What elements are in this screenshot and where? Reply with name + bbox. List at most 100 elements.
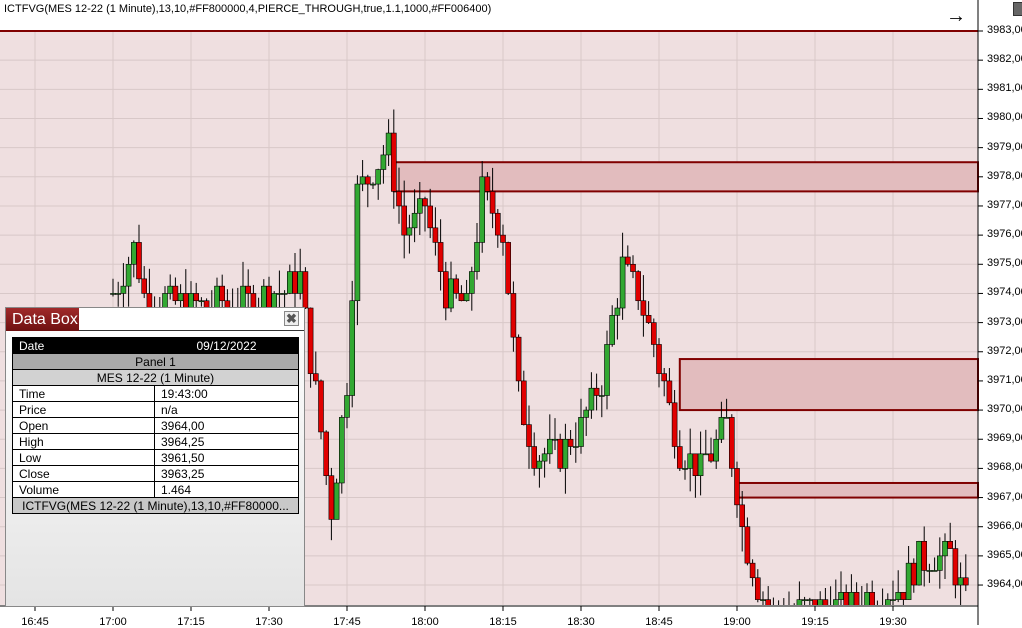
- price-tick-label: 3973,00: [987, 315, 1022, 328]
- candle-body: [697, 453, 704, 476]
- candle-body: [859, 607, 864, 614]
- candle-body: [125, 263, 132, 287]
- candle-body: [926, 570, 933, 572]
- candle-body: [843, 592, 850, 605]
- price-tick-label: 3982,00: [987, 53, 1022, 66]
- candle-body: [942, 540, 948, 557]
- candle-body: [333, 482, 340, 520]
- candle-body: [494, 212, 501, 236]
- row-label: Low: [12, 449, 155, 466]
- candle-body: [749, 562, 756, 579]
- date-value: 09/12/2022: [154, 337, 299, 354]
- data-box-table: Date 09/12/2022 Panel 1 MES 12-22 (1 Minu…: [12, 337, 299, 514]
- data-row: Volume 1.464: [12, 481, 299, 498]
- candle-body: [864, 592, 870, 605]
- candle-body: [552, 438, 558, 441]
- candle-body: [771, 607, 776, 608]
- candle-body: [240, 285, 246, 309]
- candle-body: [895, 592, 902, 600]
- fvg-zone: [392, 161, 979, 193]
- candle-body: [193, 293, 199, 302]
- candle-body: [385, 132, 392, 156]
- candle-body: [468, 271, 475, 294]
- candle-body: [776, 607, 781, 614]
- candle-body: [541, 453, 548, 462]
- candle-body: [635, 271, 642, 302]
- candle-body: [432, 227, 439, 243]
- candle-body: [817, 599, 824, 605]
- candle-body: [931, 570, 938, 572]
- candle-body: [172, 285, 179, 302]
- row-label: Close: [12, 465, 155, 482]
- candle-body: [692, 453, 699, 476]
- row-value: 3964,00: [154, 417, 299, 434]
- candle-body: [723, 417, 730, 419]
- date-row: Date 09/12/2022: [12, 337, 299, 354]
- candle-body: [515, 336, 522, 382]
- series-row: MES 12-22 (1 Minute): [12, 369, 299, 386]
- price-tick-label: 3968,00: [987, 461, 1022, 474]
- candle-body: [921, 540, 928, 571]
- candle-body: [479, 176, 486, 243]
- candle-body: [422, 198, 428, 207]
- price-tick-label: 3969,00: [987, 432, 1022, 445]
- series-label: MES 12-22 (1 Minute): [12, 369, 299, 386]
- data-row: Open 3964,00: [12, 417, 299, 434]
- candle-body: [687, 453, 694, 469]
- candle-body: [702, 453, 709, 456]
- row-value: 3961,50: [154, 449, 299, 466]
- data-box-header[interactable]: Data Box ✖: [6, 308, 304, 331]
- close-icon[interactable]: ✖: [284, 311, 299, 326]
- candle-body: [713, 438, 720, 462]
- candle-body: [115, 293, 121, 295]
- candle-body: [728, 417, 735, 469]
- candle-body: [354, 183, 361, 302]
- candle-body: [905, 562, 912, 600]
- row-value: 19:43:00: [154, 385, 299, 402]
- candle-body: [359, 176, 366, 185]
- candle-body: [442, 271, 449, 309]
- price-tick-label: 3979,00: [987, 140, 1022, 153]
- price-tick-label: 3965,00: [987, 548, 1022, 561]
- candle-body: [853, 592, 860, 605]
- indicator-label: ICTFVG(MES 12-22 (1 Minute),13,10,#FF800…: [12, 497, 299, 514]
- arrow-right-icon[interactable]: →: [946, 5, 966, 27]
- row-label: Price: [12, 401, 155, 418]
- candle-body: [822, 599, 829, 605]
- data-box-tab[interactable]: Data Box: [6, 308, 79, 331]
- candle-body: [536, 460, 543, 469]
- candle-body: [567, 438, 574, 447]
- data-row: Low 3961,50: [12, 449, 299, 466]
- row-label: Time: [12, 385, 155, 402]
- candle-body: [661, 373, 668, 382]
- price-tick-label: 3978,00: [987, 169, 1022, 182]
- time-tick-label: 17:15: [177, 616, 205, 628]
- candle-body: [869, 592, 876, 605]
- candle-body: [411, 212, 418, 229]
- candle-body: [588, 387, 595, 411]
- candle-body: [962, 577, 969, 586]
- panel-label: Panel 1: [12, 353, 299, 370]
- candle-body: [526, 424, 532, 447]
- candle-body: [276, 293, 283, 295]
- candle-body: [619, 256, 626, 309]
- candle-body: [380, 154, 387, 170]
- candle-body: [531, 446, 538, 469]
- panel-corner-button[interactable]: [1013, 2, 1022, 16]
- price-tick-label: 3976,00: [987, 228, 1022, 241]
- candle-body: [936, 555, 943, 571]
- candle-body: [645, 315, 652, 323]
- candle-body: [593, 387, 600, 396]
- data-row: Close 3963,25: [12, 465, 299, 482]
- candle-body: [344, 395, 350, 418]
- candle-body: [650, 322, 657, 345]
- candle-body: [219, 285, 225, 302]
- candle-body: [520, 380, 527, 425]
- price-tick-label: 3967,00: [987, 490, 1022, 503]
- price-tick-label: 3964,00: [987, 578, 1022, 591]
- candle-body: [198, 300, 205, 303]
- candle-body: [292, 271, 298, 294]
- candle-body: [630, 263, 636, 272]
- data-box-window[interactable]: Data Box ✖ Date 09/12/2022 Panel 1 MES 12…: [5, 307, 305, 607]
- candle-body: [578, 417, 584, 447]
